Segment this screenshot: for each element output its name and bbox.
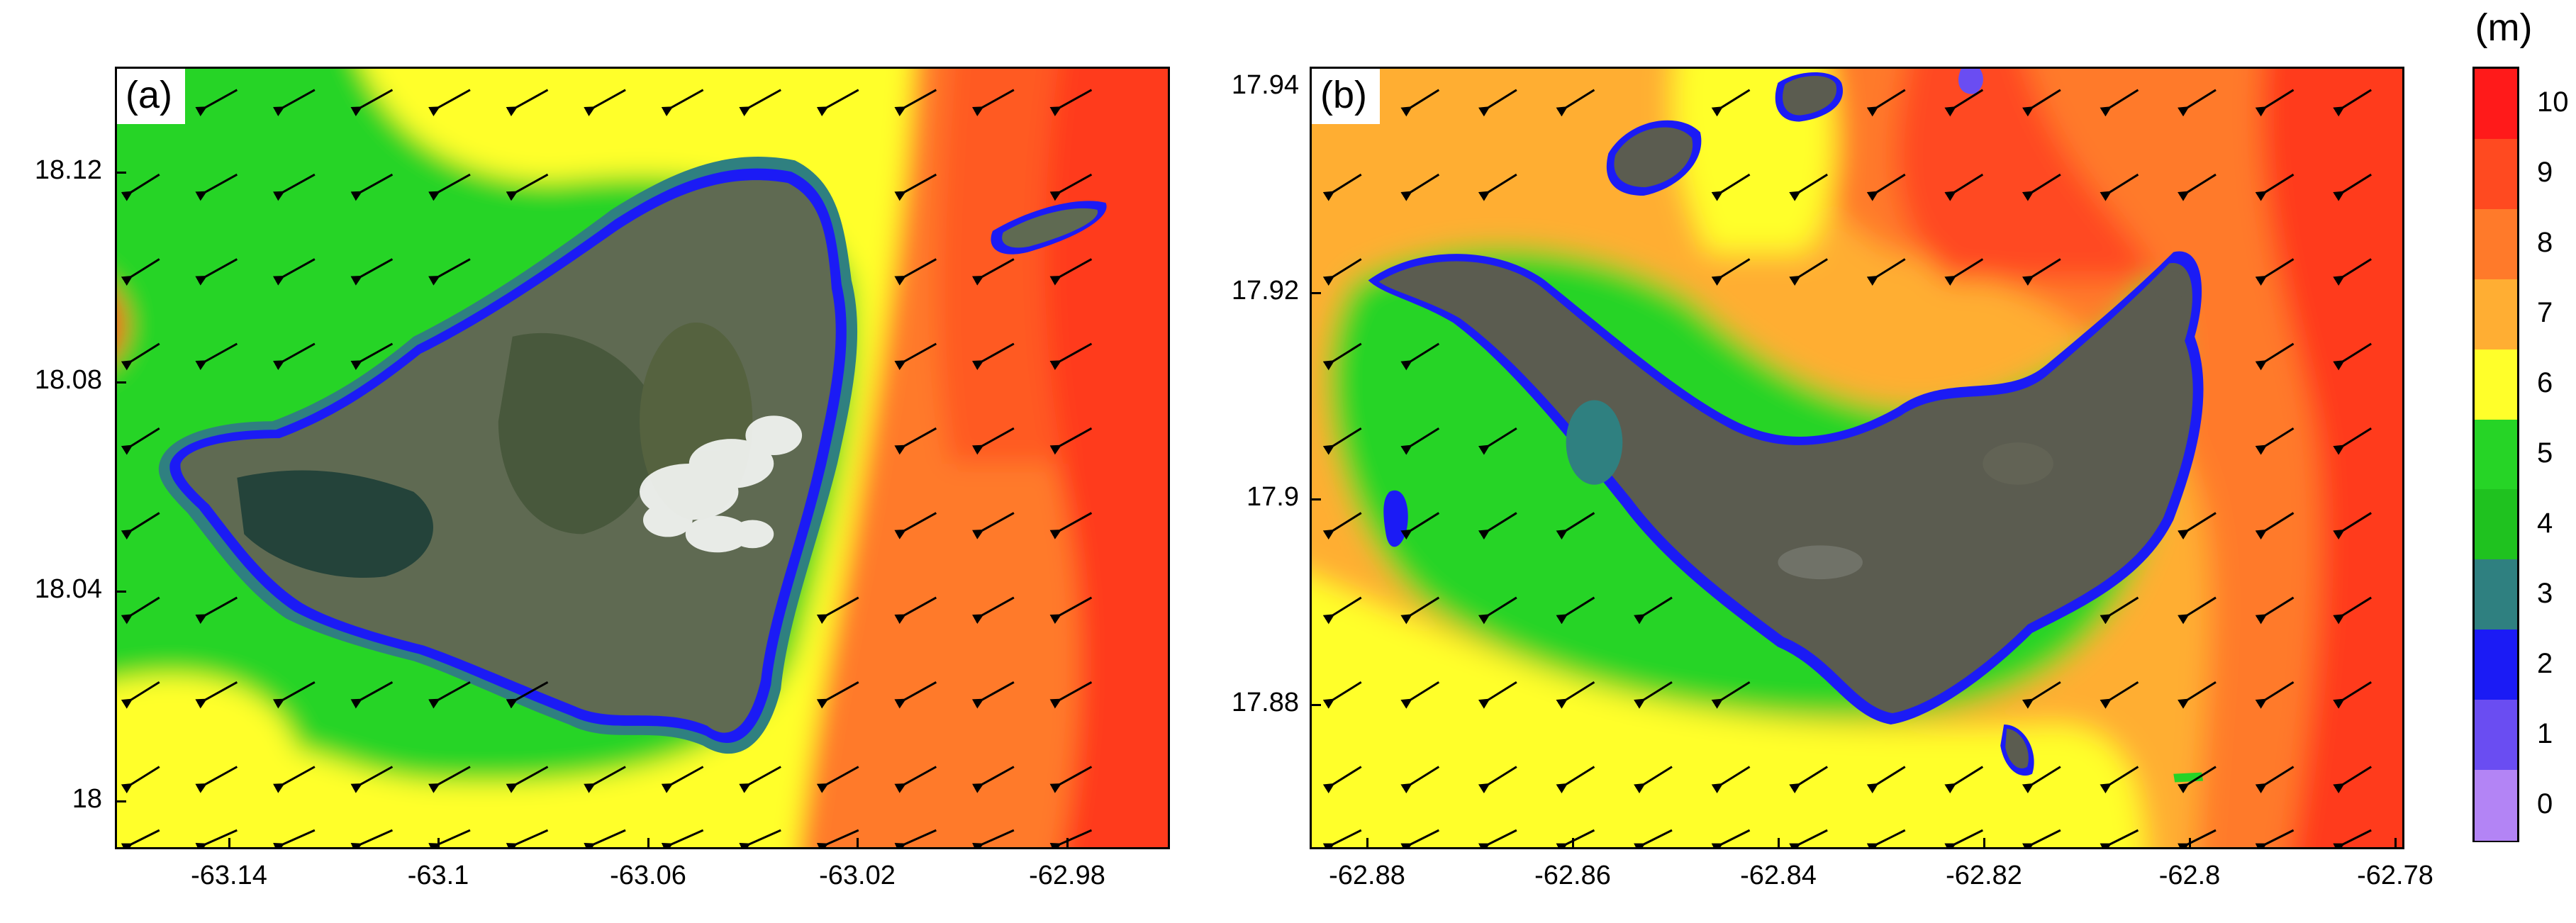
xtick-a-3: -63.02	[819, 861, 896, 890]
colorbar-segment	[2475, 138, 2517, 210]
wave-height-map-b	[1312, 69, 2402, 847]
colorbar-segment	[2475, 770, 2517, 841]
ytick-b-1: 17.92	[1231, 276, 1299, 306]
ytickmark-a-3	[115, 800, 126, 802]
ytickmark-b-1	[1310, 292, 1321, 294]
xtickmark-b-4	[2189, 838, 2191, 849]
colorbar-segment	[2475, 489, 2517, 561]
ytick-a-3: 18	[72, 784, 102, 814]
ytickmark-b-3	[1310, 704, 1321, 706]
colorbar-label-9: 9	[2537, 157, 2553, 189]
map-panel-b: (b)	[1310, 67, 2404, 849]
ytickmark-a-2	[115, 591, 126, 593]
xtickmark-a-0	[228, 838, 230, 849]
xtick-b-2: -62.84	[1740, 861, 1817, 890]
colorbar-segment	[2475, 559, 2517, 631]
panel-label-a: (a)	[117, 69, 185, 124]
wave-direction-arrows-b	[1322, 89, 2372, 847]
ytick-a-0: 18.12	[34, 155, 102, 185]
map-panel-a: (a)	[115, 67, 1170, 849]
xtick-b-0: -62.88	[1329, 861, 1405, 890]
xtickmark-a-3	[857, 838, 859, 849]
colorbar-label-4: 4	[2537, 507, 2553, 539]
wave-height-map-a	[117, 69, 1168, 847]
colorbar-segment	[2475, 700, 2517, 771]
xtick-b-5: -62.78	[2357, 861, 2433, 890]
panel-label-b: (b)	[1312, 69, 1380, 124]
colorbar-segment	[2475, 349, 2517, 420]
colorbar-label-3: 3	[2537, 577, 2553, 609]
xtickmark-b-0	[1366, 838, 1368, 849]
colorbar	[2472, 67, 2519, 842]
ytick-a-2: 18.04	[34, 574, 102, 604]
colorbar-label-7: 7	[2537, 297, 2553, 329]
xtickmark-b-1	[1572, 838, 1574, 849]
ytick-a-1: 18.08	[34, 365, 102, 395]
colorbar-label-6: 6	[2537, 367, 2553, 399]
colorbar-label-1: 1	[2537, 717, 2553, 749]
ytickmark-a-1	[115, 381, 126, 384]
xtickmark-b-2	[1778, 838, 1780, 849]
ytickmark-a-0	[115, 172, 126, 174]
xtickmark-a-2	[647, 838, 649, 849]
colorbar-label-2: 2	[2537, 647, 2553, 679]
xtick-a-0: -63.14	[191, 861, 267, 890]
xtick-a-1: -63.1	[407, 861, 469, 890]
ytick-b-3: 17.88	[1231, 688, 1299, 717]
xtick-b-1: -62.86	[1534, 861, 1611, 890]
saint-barthelemy-island	[1378, 261, 2193, 714]
xtickmark-b-5	[2394, 838, 2397, 849]
colorbar-label-5: 5	[2537, 437, 2553, 469]
colorbar-segment	[2475, 419, 2517, 491]
xtick-b-3: -62.82	[1946, 861, 2022, 890]
colorbar-unit: (m)	[2475, 6, 2533, 49]
colorbar-label-8: 8	[2537, 227, 2553, 259]
colorbar-segment	[2475, 69, 2517, 140]
xtickmark-b-3	[1983, 838, 1985, 849]
xtickmark-a-4	[1066, 838, 1069, 849]
ytick-b-0: 17.94	[1231, 70, 1299, 100]
ytick-b-2: 17.9	[1247, 482, 1299, 512]
xtick-a-4: -62.98	[1029, 861, 1105, 890]
xtickmark-a-1	[437, 838, 440, 849]
colorbar-segment	[2475, 208, 2517, 280]
xtick-b-4: -62.8	[2158, 861, 2221, 890]
colorbar-label-0: 0	[2537, 788, 2553, 819]
colorbar-label-10: 10	[2537, 86, 2569, 118]
xtick-a-2: -63.06	[610, 861, 686, 890]
colorbar-segment	[2475, 630, 2517, 701]
ytickmark-b-2	[1310, 498, 1321, 500]
colorbar-segment	[2475, 279, 2517, 350]
